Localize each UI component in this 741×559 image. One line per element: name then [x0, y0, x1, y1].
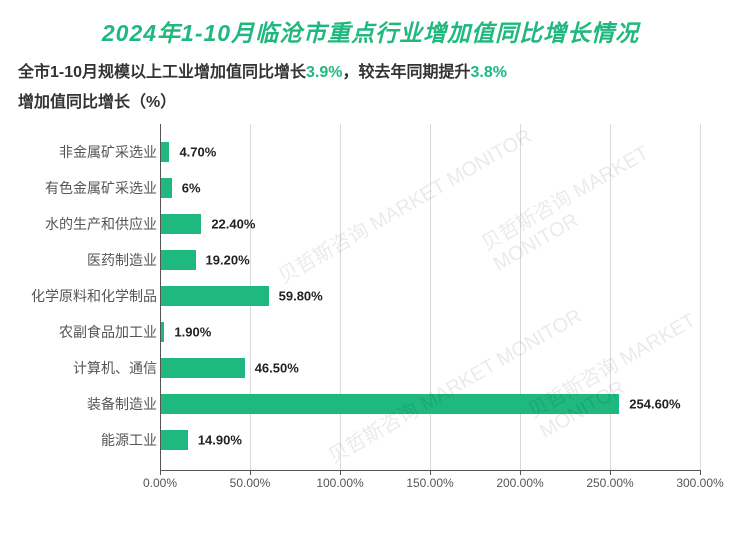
bar [161, 394, 619, 414]
chart-title: 2024年1-10月临沧市重点行业增加值同比增长情况 [0, 0, 741, 48]
category-label: 装备制造业 [7, 394, 157, 414]
xtick-label: 150.00% [406, 476, 453, 490]
bar-value-label: 6% [182, 181, 201, 196]
bar-value-label: 1.90% [174, 325, 211, 340]
bar [161, 214, 201, 234]
category-label: 能源工业 [7, 430, 157, 450]
bar-value-label: 254.60% [629, 397, 680, 412]
bar-value-label: 4.70% [179, 145, 216, 160]
bar [161, 178, 172, 198]
xtick-label: 300.00% [676, 476, 723, 490]
bar-row: 水的生产和供应业 22.40% [0, 206, 741, 242]
bar-row: 化学原料和化学制品 59.80% [0, 278, 741, 314]
bar-row: 能源工业 14.90% [0, 422, 741, 458]
bar [161, 430, 188, 450]
subtitle-prefix: 全市1-10月规模以上工业增加值同比增长 [18, 64, 306, 81]
bar-value-label: 59.80% [279, 289, 323, 304]
bar [161, 358, 245, 378]
xtick-label: 100.00% [316, 476, 363, 490]
y-axis-label: 增加值同比增长（%） [0, 82, 741, 112]
subtitle-hl2: 3.8% [471, 64, 507, 81]
category-label: 化学原料和化学制品 [7, 286, 157, 306]
xtick-label: 50.00% [230, 476, 271, 490]
bar [161, 286, 269, 306]
bar-row: 计算机、通信 46.50% [0, 350, 741, 386]
bar [161, 142, 169, 162]
subtitle-hl1: 3.9% [306, 64, 342, 81]
subtitle-mid: ，较去年同期提升 [343, 64, 471, 81]
bar-value-label: 14.90% [198, 433, 242, 448]
category-label: 有色金属矿采选业 [7, 178, 157, 198]
bar-row: 装备制造业 254.60% [0, 386, 741, 422]
bar-row: 农副食品加工业 1.90% [0, 314, 741, 350]
bar [161, 322, 164, 342]
bar-row: 非金属矿采选业 4.70% [0, 134, 741, 170]
bar-value-label: 19.20% [206, 253, 250, 268]
category-label: 计算机、通信 [7, 358, 157, 378]
xtick-label: 0.00% [143, 476, 177, 490]
xtick-mark [700, 470, 701, 475]
category-label: 医药制造业 [7, 250, 157, 270]
bar-value-label: 46.50% [255, 361, 299, 376]
category-label: 非金属矿采选业 [7, 142, 157, 162]
bar [161, 250, 196, 270]
chart-plot-area: 0.00% 50.00% 100.00% 150.00% 200.00% 250.00% 3… [0, 118, 741, 522]
bar-row: 有色金属矿采选业 6% [0, 170, 741, 206]
bar-row: 医药制造业 19.20% [0, 242, 741, 278]
chart-subtitle: 全市1-10月规模以上工业增加值同比增长3.9%，较去年同期提升3.8% [0, 48, 741, 82]
xtick-label: 200.00% [496, 476, 543, 490]
category-label: 水的生产和供应业 [7, 214, 157, 234]
x-axis-line [160, 470, 700, 471]
category-label: 农副食品加工业 [7, 322, 157, 342]
xtick-label: 250.00% [586, 476, 633, 490]
bar-value-label: 22.40% [211, 217, 255, 232]
